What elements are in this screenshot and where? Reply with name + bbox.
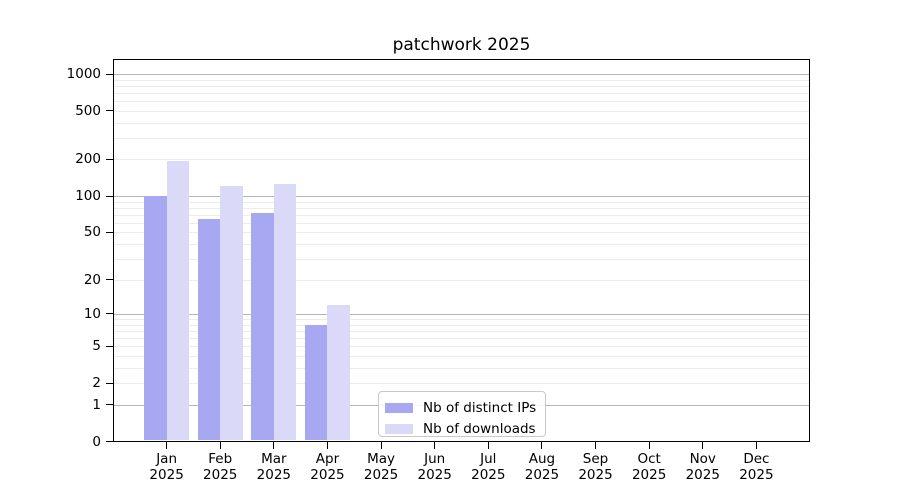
gridline-minor [114, 92, 809, 94]
gridline-minor [114, 232, 809, 234]
legend-label-downloads: Nb of downloads [423, 420, 536, 437]
bar-distinct-ips [251, 213, 274, 441]
legend-item-downloads: Nb of downloads [385, 418, 536, 439]
bar-distinct-ips [304, 324, 328, 441]
y-tick-label: 500 [75, 102, 101, 119]
x-tick-mark [219, 441, 221, 449]
gridline-minor [114, 222, 809, 224]
gridline-major [114, 74, 809, 75]
y-tick-mark [106, 441, 113, 442]
gridline-minor [114, 258, 809, 260]
gridline-minor [114, 85, 809, 87]
x-tick-label: Dec 2025 [739, 450, 774, 484]
gridline-major [114, 313, 809, 315]
bar-distinct-ips [197, 218, 221, 441]
bar-downloads [220, 186, 243, 441]
legend-swatch-distinct-ips [385, 402, 413, 413]
x-tick-label: Jul 2025 [471, 450, 506, 484]
x-tick-label: Mar 2025 [256, 450, 292, 484]
x-tick-label: Oct 2025 [631, 450, 667, 484]
x-tick-label: Jan 2025 [149, 450, 184, 484]
gridline-minor [114, 383, 809, 385]
y-tick-mark [106, 345, 113, 347]
gridline-minor [114, 279, 809, 281]
gridline-minor [114, 101, 809, 103]
gridline-minor [114, 319, 809, 321]
gridline-minor [114, 330, 809, 332]
x-tick-mark [755, 441, 757, 449]
y-tick-mark [106, 73, 113, 75]
gridline-minor [114, 243, 809, 245]
y-tick-mark [106, 404, 113, 406]
x-tick-label: May 2025 [363, 450, 399, 484]
x-tick-mark [434, 441, 436, 449]
y-tick-label: 5 [92, 338, 101, 355]
gridline-minor [114, 207, 809, 209]
y-tick-label: 1000 [66, 66, 101, 82]
gridline-minor [114, 324, 809, 326]
gridline-minor [114, 355, 809, 357]
gridline-minor [114, 201, 809, 203]
gridline-minor [114, 79, 809, 81]
y-tick-label: 20 [83, 271, 101, 288]
y-tick-label: 10 [83, 305, 101, 322]
y-tick-mark [106, 279, 113, 281]
y-tick-mark [106, 195, 113, 197]
legend-swatch-downloads [385, 423, 413, 434]
x-tick-mark [648, 441, 650, 449]
x-tick-mark [166, 441, 168, 449]
x-tick-mark [487, 441, 489, 449]
legend: Nb of distinct IPs Nb of downloads [378, 391, 547, 439]
x-tick-label: Jun 2025 [417, 450, 452, 484]
x-tick-label: Nov 2025 [685, 450, 720, 484]
gridline-minor [114, 367, 809, 369]
x-tick-label: Sep 2025 [578, 450, 613, 484]
gridline-minor [114, 110, 809, 112]
x-tick-label: Apr 2025 [310, 450, 345, 484]
y-tick-mark [106, 231, 113, 233]
x-tick-mark [380, 441, 382, 449]
chart-title: patchwork 2025 [392, 35, 531, 55]
y-tick-label: 50 [83, 224, 101, 241]
y-tick-mark [106, 110, 113, 112]
bar-downloads [273, 184, 297, 441]
plot-area [113, 59, 810, 442]
y-tick-label: 2 [92, 375, 101, 392]
bar-distinct-ips [144, 196, 167, 441]
legend-item-distinct-ips: Nb of distinct IPs [385, 397, 536, 418]
gridline-minor [114, 137, 809, 139]
x-tick-label: Feb 2025 [203, 450, 238, 484]
x-tick-mark [595, 441, 597, 449]
y-tick-mark [106, 158, 113, 160]
x-tick-label: Aug 2025 [524, 450, 560, 484]
gridline-minor [114, 214, 809, 216]
gridline-minor [114, 159, 809, 161]
y-tick-label: 0 [92, 433, 101, 450]
gridline-minor [114, 337, 809, 339]
legend-label-distinct-ips: Nb of distinct IPs [423, 399, 537, 416]
y-tick-mark [106, 382, 113, 384]
y-tick-label: 200 [75, 151, 101, 168]
gridline-minor [114, 346, 809, 348]
bar-downloads [166, 160, 190, 441]
x-tick-mark [541, 441, 543, 449]
x-tick-mark [702, 441, 704, 449]
y-tick-label: 100 [75, 188, 101, 204]
gridline-major [114, 196, 809, 197]
gridline-minor [114, 122, 809, 124]
bar-downloads [327, 305, 350, 441]
x-tick-mark [273, 441, 275, 449]
y-tick-label: 1 [92, 396, 101, 413]
x-tick-mark [326, 441, 328, 449]
y-tick-mark [106, 313, 113, 315]
